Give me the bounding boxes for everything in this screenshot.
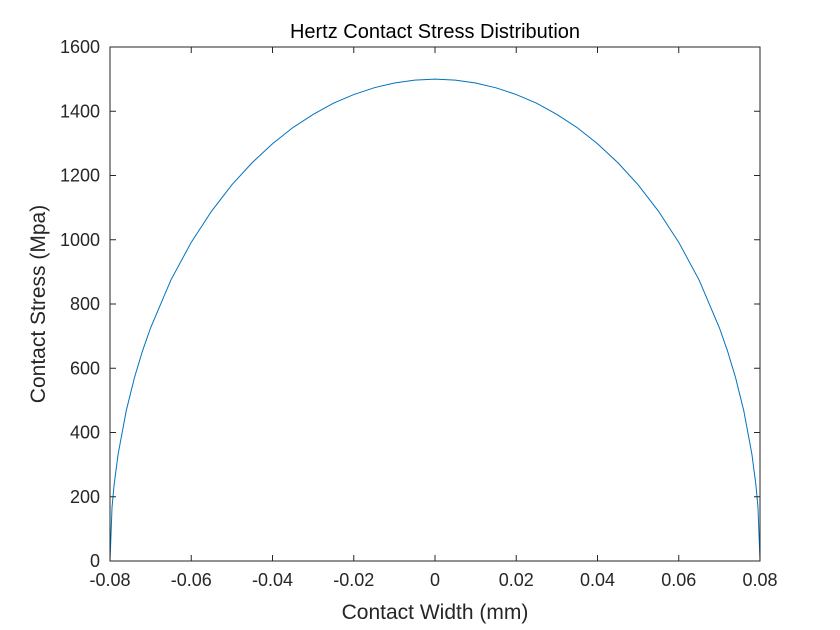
y-tick-label: 1000 (60, 230, 100, 250)
y-tick-label: 600 (70, 358, 100, 378)
x-tick-label: 0.04 (580, 570, 615, 590)
x-tick-label: 0.08 (742, 570, 777, 590)
y-tick-label: 1200 (60, 166, 100, 186)
x-tick-label: -0.02 (333, 570, 374, 590)
axes-layer: -0.08 -0.06 -0.04 -0.02 0 0.02 0.04 0.06 0.08 0 20… (60, 37, 778, 590)
y-tick-label: 1400 (60, 101, 100, 121)
y-tick-label: 200 (70, 487, 100, 507)
y-tick-label: 400 (70, 423, 100, 443)
y-tick-label: 0 (90, 551, 100, 571)
x-axis-title: Contact Width (mm) (342, 601, 529, 624)
chart-title: Hertz Contact Stress Distribution (290, 21, 580, 43)
y-tick-label: 800 (70, 294, 100, 314)
y-tick-label: 1600 (60, 37, 100, 57)
x-tick-label: -0.08 (89, 570, 130, 590)
x-tick-label: 0.06 (661, 570, 696, 590)
y-axis-title: Contact Stress (Mpa) (27, 205, 50, 403)
x-tick-label: 0 (430, 570, 440, 590)
x-tick-label: 0.02 (499, 570, 534, 590)
x-tick-label: -0.06 (171, 570, 212, 590)
plot-area (110, 47, 760, 561)
series-line-0 (109, 78, 761, 562)
series-layer (109, 78, 761, 562)
x-tick-label: -0.04 (252, 570, 293, 590)
